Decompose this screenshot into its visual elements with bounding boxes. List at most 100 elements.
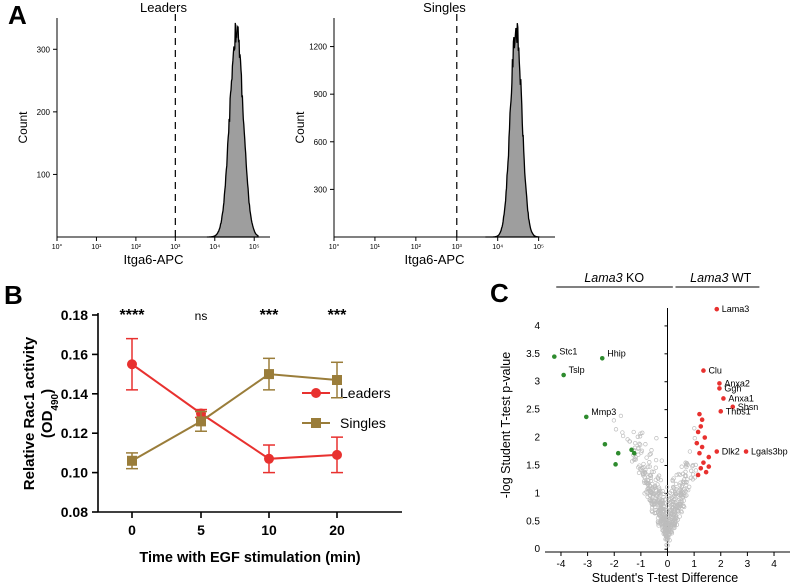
ns-point [663, 521, 668, 526]
ns-point [674, 505, 679, 511]
histogram-area [206, 22, 259, 238]
data-point-singles [332, 375, 342, 386]
x-tick-label: 10⁴ [209, 244, 220, 251]
x-tick-label: 0 [665, 559, 671, 570]
ns-point [662, 501, 667, 506]
x-tick-label: -4 [557, 559, 566, 570]
ns-point [618, 413, 624, 419]
legend-marker [311, 388, 321, 398]
ns-point [647, 460, 652, 465]
ns-point [692, 436, 697, 441]
ns-point [659, 506, 665, 511]
ns-point [684, 464, 689, 470]
ns-point [667, 526, 672, 531]
chart-title: Leaders [140, 0, 187, 15]
ns-point [688, 475, 694, 480]
ns-point [651, 469, 656, 475]
x-tick-label: 10³ [170, 244, 181, 251]
y-axis-label: -log Student T-test p-value [499, 352, 513, 498]
ns-point [654, 500, 659, 505]
gene-label: Lgals3bp [751, 447, 788, 457]
ns-point [652, 483, 658, 488]
ns-point [647, 464, 652, 469]
ns-point [653, 477, 658, 483]
ns-point [666, 513, 671, 518]
ns-point [683, 460, 688, 465]
up-point [695, 429, 701, 435]
series-line-singles [131, 373, 338, 462]
ns-point [633, 440, 638, 446]
panel-letter-c: C [490, 278, 509, 308]
ns-point [690, 463, 696, 468]
ns-point [643, 442, 648, 447]
y-tick-label: 2.5 [526, 405, 540, 416]
x-tick-label: 20 [329, 522, 345, 538]
ns-point [647, 497, 652, 503]
up-point [701, 460, 706, 465]
x-tick-label: 5 [197, 522, 205, 538]
ns-point [681, 498, 686, 503]
ns-point [637, 434, 643, 439]
ns-point [653, 487, 659, 493]
ns-point [659, 458, 664, 463]
y-tick-label: 300 [314, 185, 328, 194]
ns-point [678, 508, 684, 514]
ns-point [653, 495, 658, 501]
ns-point [671, 476, 676, 481]
panel-letter-b: B [4, 280, 23, 310]
up-point [697, 411, 702, 417]
up-point [698, 465, 704, 471]
ns-point [613, 427, 619, 432]
ns-point [684, 493, 689, 498]
ns-point [644, 455, 649, 460]
ns-point [666, 493, 671, 498]
ns-point [638, 431, 643, 436]
ns-point [657, 490, 662, 496]
ns-point [670, 520, 675, 525]
x-tick-label: -3 [583, 559, 592, 570]
ns-point [647, 472, 652, 478]
y-axis-unit: (OD490) [39, 389, 61, 438]
ns-point [670, 484, 676, 490]
gene-label: Clu [708, 366, 722, 376]
x-tick-label: 10³ [452, 244, 463, 251]
ns-point [647, 452, 652, 457]
ns-point [657, 506, 663, 511]
ns-point [668, 501, 673, 506]
x-tick-label: 1 [691, 559, 697, 570]
ns-point [653, 485, 658, 490]
ns-point [653, 465, 658, 470]
y-tick-label: 3.5 [526, 349, 540, 360]
ns-point [679, 498, 684, 503]
data-point-leaders [332, 449, 342, 460]
y-tick-label: 0.18 [61, 307, 88, 323]
significance-label: **** [120, 307, 146, 324]
ns-point [683, 463, 689, 468]
ns-point [651, 491, 657, 496]
ns-point [670, 494, 676, 499]
ns-point [683, 473, 689, 479]
ns-point [611, 418, 617, 423]
ns-point [690, 472, 696, 477]
ns-point [656, 476, 661, 481]
up-point [697, 450, 702, 456]
significance-label: *** [328, 307, 347, 324]
ns-point [633, 455, 638, 460]
gene-label: Ggh [724, 383, 741, 393]
ns-point [649, 508, 654, 513]
up-point [721, 396, 726, 401]
x-tick-label: -2 [610, 559, 619, 570]
up-point [706, 464, 712, 469]
up-point [694, 440, 700, 446]
ns-point [687, 449, 693, 454]
y-tick-label: 100 [37, 170, 51, 179]
x-tick-label: 10⁵ [533, 244, 544, 251]
ns-point [692, 426, 697, 431]
ns-point [635, 434, 640, 439]
down-point [599, 355, 605, 361]
ns-point [640, 465, 645, 471]
up-point [743, 449, 749, 454]
y-tick-label: 0.5 [526, 516, 540, 527]
ns-point [678, 503, 684, 509]
ns-point [657, 519, 663, 524]
